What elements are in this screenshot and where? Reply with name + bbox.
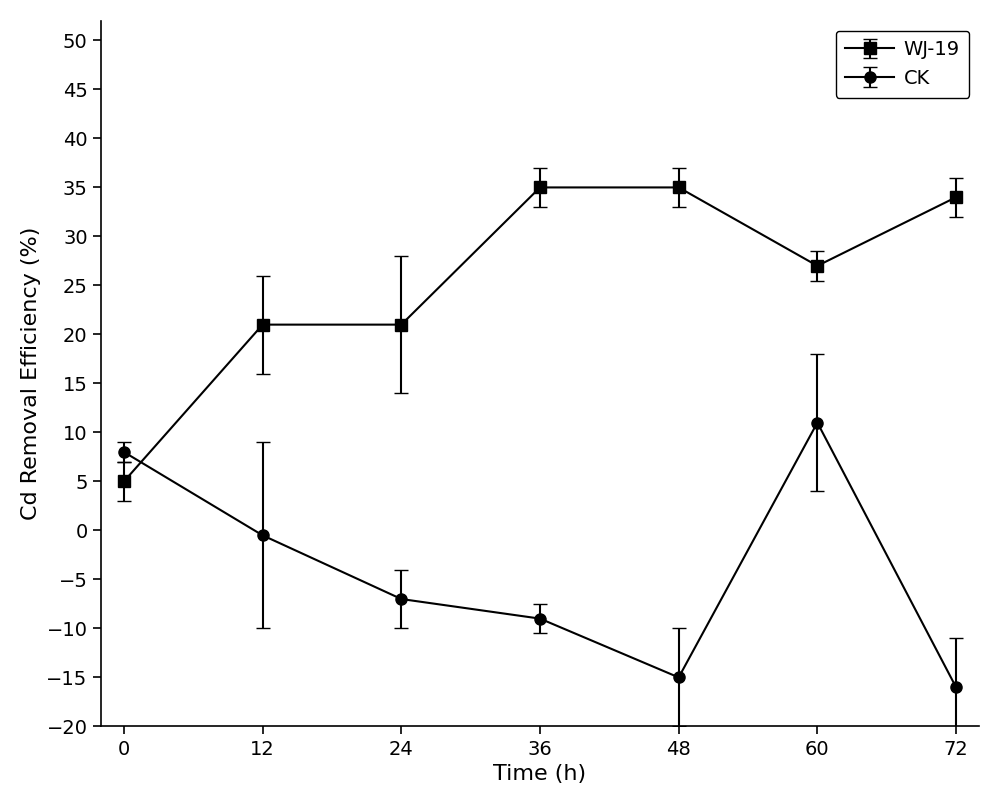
X-axis label: Time (h): Time (h): [493, 764, 587, 784]
Y-axis label: Cd Removal Efficiency (%): Cd Removal Efficiency (%): [21, 227, 41, 520]
Legend: WJ-19, CK: WJ-19, CK: [836, 31, 969, 97]
